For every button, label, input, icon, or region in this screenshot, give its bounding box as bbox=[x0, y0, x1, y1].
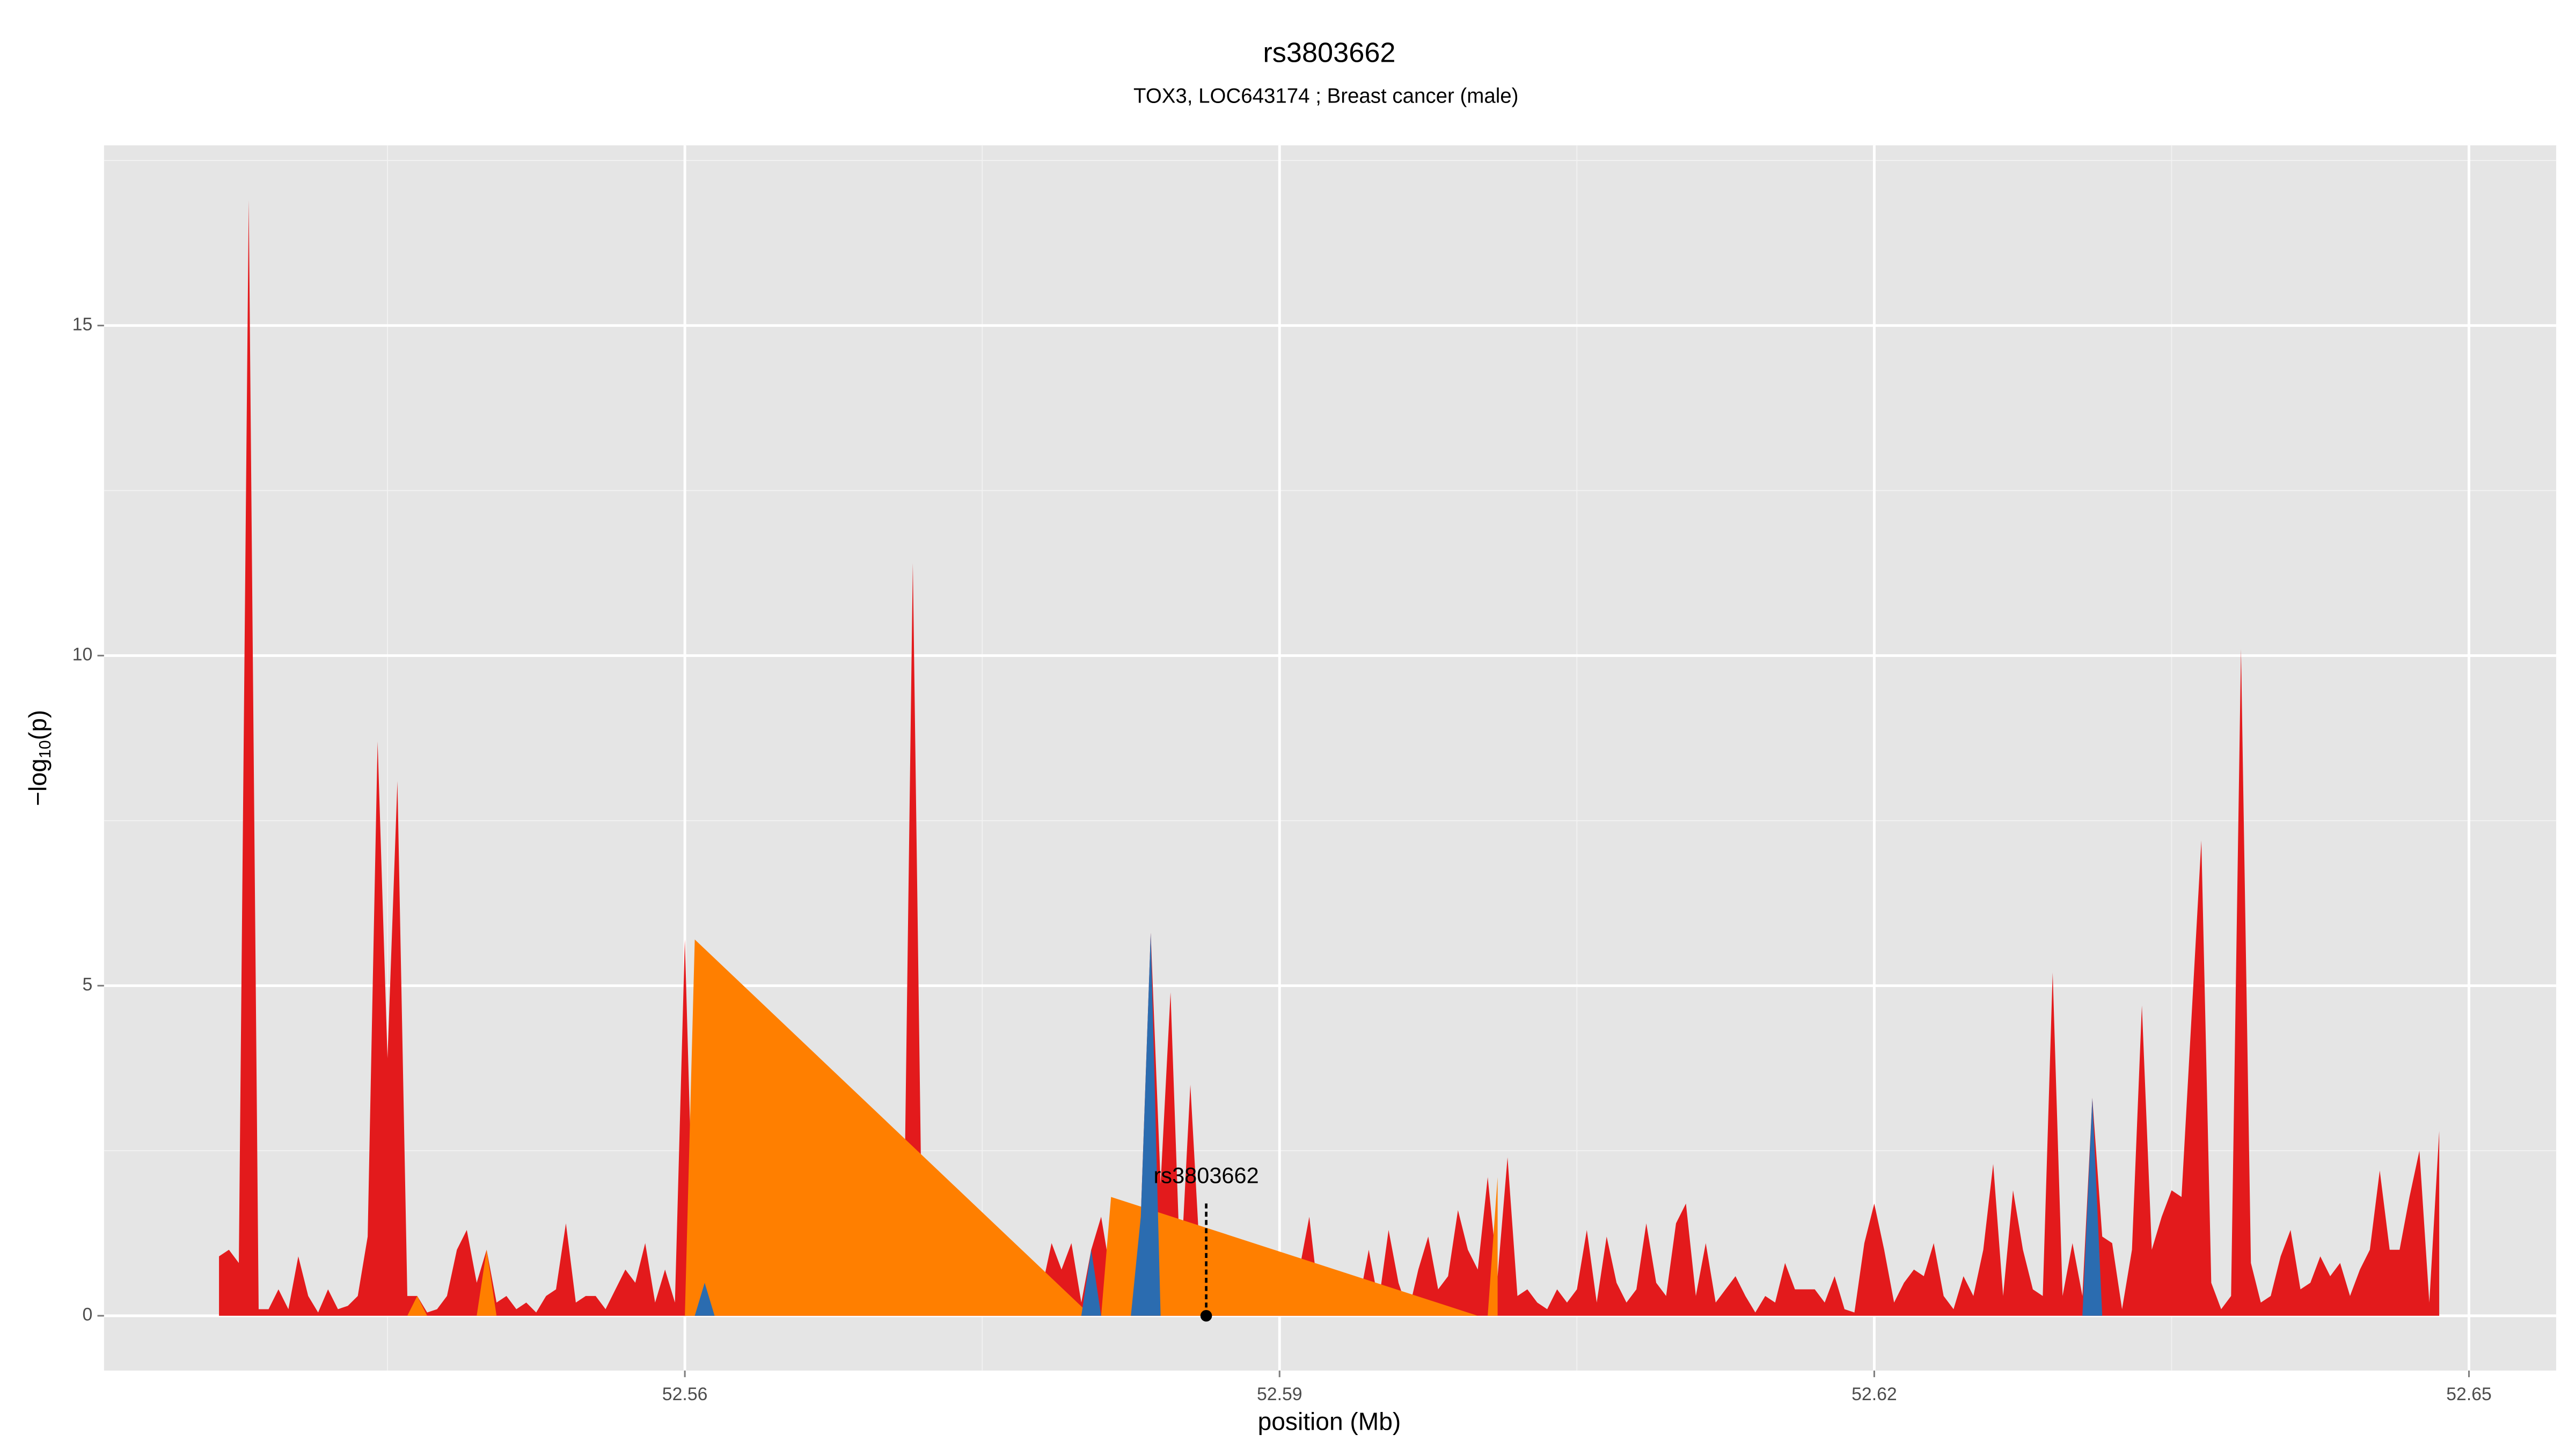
x-tick-label: 52.65 bbox=[2446, 1384, 2492, 1404]
axes: 52.56 52.59 52.62 52.65 0 5 10 15 bbox=[72, 314, 2492, 1404]
chart-title: rs3803662 bbox=[1263, 37, 1395, 68]
y-axis-label: −log10(p) bbox=[24, 710, 54, 806]
x-tick-label: 52.62 bbox=[1851, 1384, 1897, 1404]
annotations: rs3803662 bbox=[1153, 1162, 1259, 1322]
chart-subtitle: TOX3, LOC643174 ; Breast cancer (male) bbox=[1133, 85, 1518, 108]
area bbox=[407, 939, 1498, 1316]
y-tick-label: 5 bbox=[82, 975, 92, 995]
annotation-point bbox=[1200, 1309, 1212, 1322]
annotation-label: rs3803662 bbox=[1153, 1162, 1258, 1188]
x-tick-label: 52.56 bbox=[662, 1384, 708, 1404]
x-axis-label: position (Mb) bbox=[1258, 1407, 1401, 1435]
y-axis-label-subscript: 10 bbox=[35, 740, 54, 758]
y-tick-label: 10 bbox=[72, 645, 93, 665]
areas bbox=[219, 200, 2440, 1316]
y-axis-label-part: (p) bbox=[24, 710, 52, 740]
y-axis-label-part: −log bbox=[24, 758, 52, 806]
grid bbox=[104, 145, 2557, 1371]
x-tick-label: 52.59 bbox=[1257, 1384, 1302, 1404]
y-tick-label: 0 bbox=[82, 1305, 92, 1325]
y-tick-label: 15 bbox=[72, 314, 93, 335]
